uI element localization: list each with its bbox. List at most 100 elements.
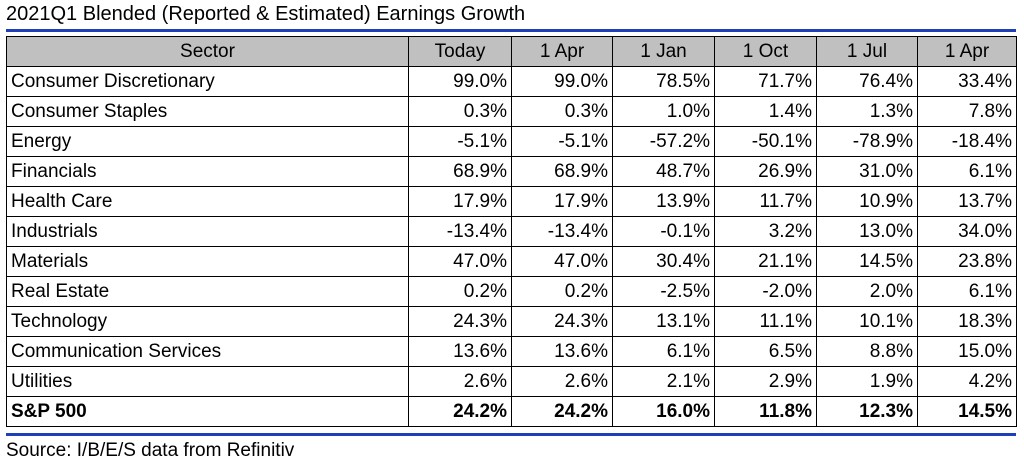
table-row: Industrials -13.4% -13.4% -0.1% 3.2% 13.0% 34.… (6, 216, 1017, 247)
column-header: 1 Oct (714, 36, 817, 67)
value-cell: 24.2% (511, 396, 613, 427)
sector-cell: Health Care (6, 186, 409, 217)
sector-cell: S&P 500 (6, 396, 409, 427)
value-cell: 76.4% (816, 66, 918, 97)
value-cell: 2.6% (511, 366, 613, 397)
value-cell: 14.5% (816, 246, 918, 277)
value-cell: 11.1% (714, 306, 817, 337)
value-cell: -13.4% (511, 216, 613, 247)
value-cell: 1.0% (612, 96, 715, 127)
value-cell: 34.0% (917, 216, 1017, 247)
sector-cell: Technology (6, 306, 409, 337)
value-cell: 6.1% (917, 276, 1017, 307)
sector-cell: Financials (6, 156, 409, 187)
value-cell: 17.9% (408, 186, 512, 217)
value-cell: 48.7% (612, 156, 715, 187)
value-cell: 24.2% (408, 396, 512, 427)
value-cell: -2.5% (612, 276, 715, 307)
table-row: Technology 24.3% 24.3% 13.1% 11.1% 10.1% 18.3% (6, 306, 1017, 337)
value-cell: 13.6% (511, 336, 613, 367)
value-cell: -5.1% (511, 126, 613, 157)
value-cell: 1.3% (816, 96, 918, 127)
table-row: Communication Services 13.6% 13.6% 6.1% 6.5%… (6, 336, 1017, 367)
source-note: Source: I/B/E/S data from Refinitiv (6, 440, 295, 461)
value-cell: -18.4% (917, 126, 1017, 157)
value-cell: 16.0% (612, 396, 715, 427)
value-cell: 4.2% (917, 366, 1017, 397)
header-row: Sector Today 1 Apr 1 Jan 1 Oct 1 Jul 1 A… (6, 36, 1017, 67)
value-cell: -50.1% (714, 126, 817, 157)
value-cell: -0.1% (612, 216, 715, 247)
value-cell: 31.0% (816, 156, 918, 187)
table-body: Consumer Discretionary 99.0% 99.0% 78.5% 71.… (6, 66, 1017, 427)
value-cell: -57.2% (612, 126, 715, 157)
column-header: 1 Apr (511, 36, 613, 67)
table-row: Materials 47.0% 47.0% 30.4% 21.1% 14.5% 23.8% (6, 246, 1017, 277)
value-cell: 47.0% (511, 246, 613, 277)
value-cell: 2.1% (612, 366, 715, 397)
sector-cell: Consumer Discretionary (6, 66, 409, 97)
value-cell: 2.6% (408, 366, 512, 397)
value-cell: 30.4% (612, 246, 715, 277)
value-cell: 47.0% (408, 246, 512, 277)
value-cell: 13.0% (816, 216, 918, 247)
sector-cell: Real Estate (6, 276, 409, 307)
value-cell: 13.9% (612, 186, 715, 217)
value-cell: 10.1% (816, 306, 918, 337)
value-cell: 71.7% (714, 66, 817, 97)
value-cell: -13.4% (408, 216, 512, 247)
value-cell: 68.9% (408, 156, 512, 187)
value-cell: 21.1% (714, 246, 817, 277)
value-cell: -5.1% (408, 126, 512, 157)
table-row: Consumer Discretionary 99.0% 99.0% 78.5% 71.… (6, 66, 1017, 97)
value-cell: 3.2% (714, 216, 817, 247)
value-cell: 13.7% (917, 186, 1017, 217)
value-cell: -2.0% (714, 276, 817, 307)
value-cell: 7.8% (917, 96, 1017, 127)
value-cell: 13.1% (612, 306, 715, 337)
column-header: 1 Jan (612, 36, 715, 67)
value-cell: 24.3% (408, 306, 512, 337)
column-header: 1 Jul (816, 36, 918, 67)
value-cell: 12.3% (816, 396, 918, 427)
value-cell: 2.0% (816, 276, 918, 307)
table-row: Energy -5.1% -5.1% -57.2% -50.1% -78.9% -18.4% (6, 126, 1017, 157)
sector-cell: Energy (6, 126, 409, 157)
sector-cell: Communication Services (6, 336, 409, 367)
table-row: Utilities 2.6% 2.6% 2.1% 2.9% 1.9% 4.2% (6, 366, 1017, 397)
table-row: Financials 68.9% 68.9% 48.7% 26.9% 31.0% 6.1% (6, 156, 1017, 187)
value-cell: 1.4% (714, 96, 817, 127)
table-row: Health Care 17.9% 17.9% 13.9% 11.7% 10.9% 13.7… (6, 186, 1017, 217)
value-cell: 68.9% (511, 156, 613, 187)
value-cell: 2.9% (714, 366, 817, 397)
value-cell: 78.5% (612, 66, 715, 97)
table-row: Consumer Staples 0.3% 0.3% 1.0% 1.4% 1.3% 7.8% (6, 96, 1017, 127)
sector-cell: Consumer Staples (6, 96, 409, 127)
table-title: 2021Q1 Blended (Reported & Estimated) Ea… (6, 3, 526, 25)
value-cell: 10.9% (816, 186, 918, 217)
value-cell: 17.9% (511, 186, 613, 217)
value-cell: 0.2% (511, 276, 613, 307)
sector-cell: Industrials (6, 216, 409, 247)
value-cell: 6.1% (917, 156, 1017, 187)
top-rule (6, 29, 1016, 32)
total-row: S&P 500 24.2% 24.2% 16.0% 11.8% 12.3% 14.5% (6, 396, 1017, 427)
value-cell: 23.8% (917, 246, 1017, 277)
value-cell: 33.4% (917, 66, 1017, 97)
column-header: 1 Apr (917, 36, 1017, 67)
sector-cell: Utilities (6, 366, 409, 397)
value-cell: 24.3% (511, 306, 613, 337)
value-cell: 11.7% (714, 186, 817, 217)
value-cell: 0.3% (408, 96, 512, 127)
earnings-growth-table: Sector Today 1 Apr 1 Jan 1 Oct 1 Jul 1 A… (6, 36, 1017, 427)
value-cell: 1.9% (816, 366, 918, 397)
value-cell: 14.5% (917, 396, 1017, 427)
bottom-rule (6, 433, 1016, 436)
value-cell: 99.0% (511, 66, 613, 97)
value-cell: 26.9% (714, 156, 817, 187)
table-row: Real Estate 0.2% 0.2% -2.5% -2.0% 2.0% 6.1% (6, 276, 1017, 307)
sector-cell: Materials (6, 246, 409, 277)
column-header: Today (408, 36, 512, 67)
value-cell: 6.5% (714, 336, 817, 367)
column-header: Sector (6, 36, 409, 67)
